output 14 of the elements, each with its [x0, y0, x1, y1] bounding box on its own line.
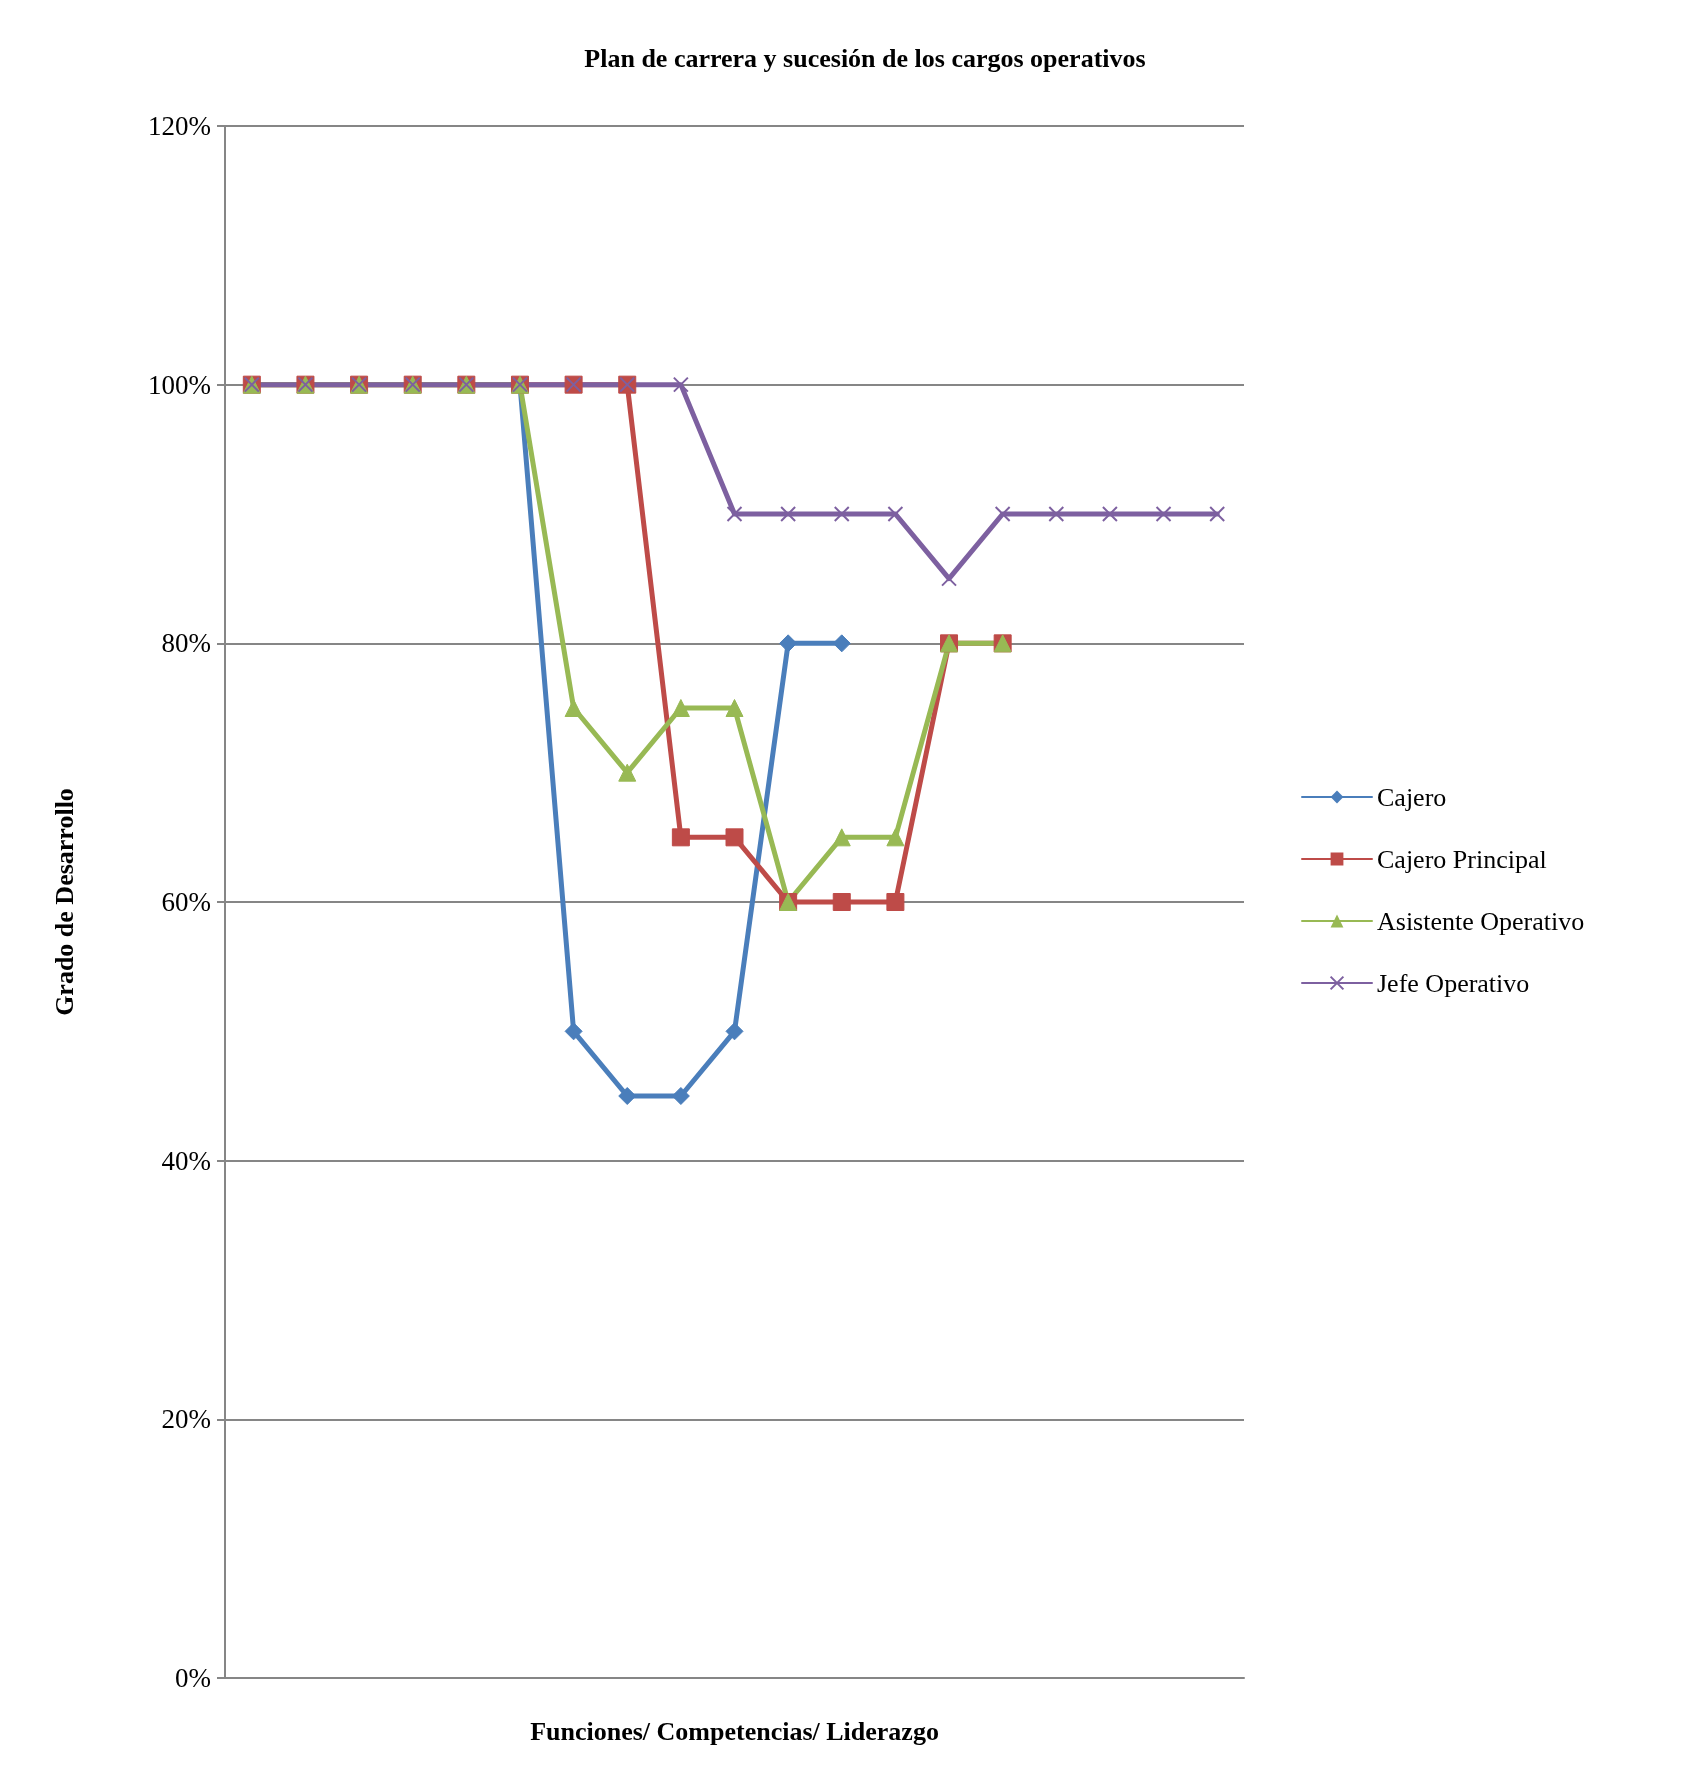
y-tick-label: 40% — [161, 1145, 211, 1176]
y-axis-title: Grado de Desarrollo — [49, 788, 79, 1016]
chart-title: Plan de carrera y sucesión de los cargos operativos — [584, 43, 1146, 73]
legend-label: Cajero — [1377, 782, 1447, 812]
y-tick-label: 100% — [148, 369, 211, 400]
legend-label: Asistente Operativo — [1377, 906, 1585, 936]
y-tick-label: 0% — [175, 1663, 211, 1693]
legend-label: Cajero Principal — [1377, 844, 1547, 874]
y-tick-label: 20% — [161, 1404, 211, 1435]
y-tick-label: 60% — [161, 887, 211, 917]
x-axis-title: Funciones/ Competencias/ Liderazgo — [530, 1716, 939, 1746]
legend-label: Jefe Operativo — [1377, 968, 1530, 998]
y-tick-label: 120% — [148, 111, 211, 141]
y-tick-label: 80% — [161, 628, 211, 659]
